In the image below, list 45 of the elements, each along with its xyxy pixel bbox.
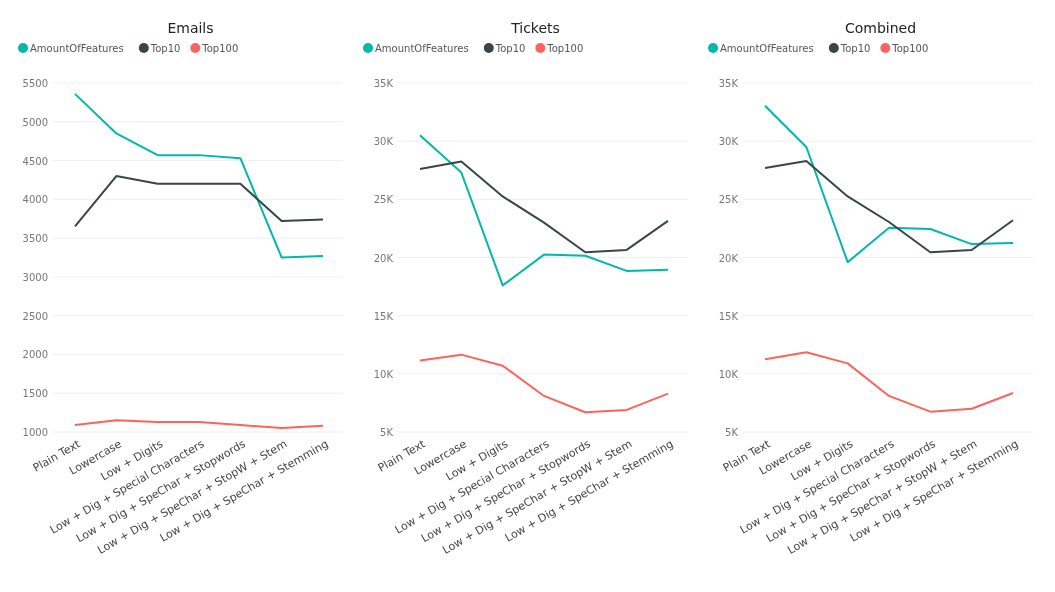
- legend-label: Top100: [891, 43, 929, 54]
- legend-label: AmountOfFeatures: [720, 43, 814, 54]
- y-tick-label: 5K: [725, 427, 739, 438]
- y-tick-label: 25K: [718, 194, 739, 206]
- legend-label: AmountOfFeatures: [375, 43, 469, 54]
- y-tick-label: 15K: [718, 310, 739, 322]
- y-tick-label: 5000: [22, 116, 48, 128]
- legend-label: AmountOfFeatures: [30, 43, 124, 54]
- line-series: [764, 159, 1014, 254]
- line-series: [74, 419, 324, 430]
- legend-label: Top10: [494, 43, 526, 54]
- line-series: [74, 92, 324, 259]
- y-tick-label: 35K: [373, 78, 394, 89]
- line-series: [764, 351, 1014, 413]
- y-tick-label: 4000: [22, 194, 48, 206]
- y-tick-label: 25K: [373, 194, 394, 206]
- y-tick-label: 35K: [718, 78, 739, 89]
- line-series: [74, 175, 324, 228]
- y-tick-label: 10K: [373, 368, 394, 380]
- chart-title: Tickets: [510, 20, 560, 36]
- legend-label: Top100: [201, 43, 239, 54]
- y-tick-label: 10K: [718, 368, 739, 380]
- y-tick-label: 20K: [718, 252, 739, 264]
- chart-title: Combined: [844, 20, 917, 36]
- legend-label: Top10: [839, 43, 871, 54]
- y-tick-label: 3000: [22, 271, 48, 283]
- y-tick-label: 30K: [373, 136, 394, 148]
- y-tick-label: 2500: [22, 310, 48, 322]
- y-tick-label: 5K: [380, 427, 394, 438]
- line-series: [419, 353, 669, 414]
- y-tick-label: 4500: [22, 155, 48, 167]
- y-tick-label: 1000: [22, 427, 48, 438]
- line-series: [419, 160, 669, 254]
- y-tick-label: 5500: [22, 78, 48, 89]
- y-tick-label: 2000: [22, 349, 48, 361]
- line-series: [419, 134, 669, 287]
- y-tick-label: 1500: [22, 388, 48, 400]
- line-series: [764, 104, 1014, 264]
- y-tick-label: 3500: [22, 233, 48, 245]
- y-tick-label: 20K: [373, 252, 394, 264]
- legend-label: Top100: [546, 43, 584, 54]
- legend-label: Top10: [149, 43, 181, 54]
- y-tick-label: 30K: [718, 136, 739, 148]
- y-tick-label: 15K: [373, 310, 394, 322]
- chart-title: Emails: [167, 20, 214, 36]
